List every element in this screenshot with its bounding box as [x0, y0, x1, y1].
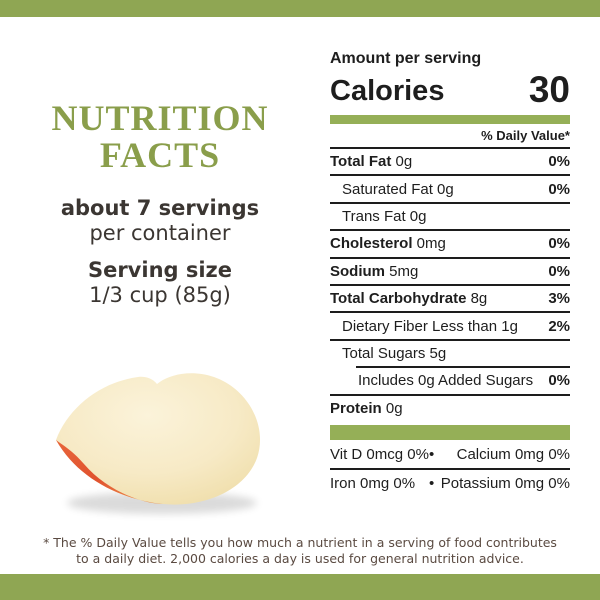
serving-size-value: 1/3 cup (85g)	[89, 283, 231, 307]
servings-count: about 7 servings	[60, 196, 260, 220]
nutrient-name: Trans Fat 0g	[342, 207, 427, 225]
nutrient-row: Total Carbohydrate 8g 3%	[330, 286, 570, 311]
nutrition-label: Amount per serving Calories 30 % Daily V…	[330, 50, 570, 497]
row-divider	[330, 147, 570, 149]
nutrient-name: Total Fat 0g	[330, 153, 413, 171]
nutrient-name: Sodium 5mg	[330, 262, 419, 280]
row-divider	[330, 256, 570, 259]
protein-divider-bar	[330, 424, 570, 440]
row-divider	[330, 201, 570, 204]
nutrient-row: Sodium 5mg 0%	[330, 259, 570, 284]
nutrient-daily-value: 0%	[548, 235, 570, 253]
nutrient-row: Saturated Fat 0g 0%	[330, 176, 570, 201]
micronutrient-rows: Vit D 0mcg 0% • Calcium 0mg 0% Iron 0mg 0% •…	[330, 441, 570, 497]
bullet-separator: •	[429, 445, 435, 463]
left-panel: NUTRITION FACTS about 7 servings per con…	[20, 100, 300, 514]
micronutrient-row: Iron 0mg 0% • Potassium 0mg 0%	[330, 470, 570, 497]
serving-size-label: Serving size	[87, 258, 233, 282]
nutrient-row: Trans Fat 0g	[330, 204, 570, 229]
nutrient-name: Includes 0g Added Sugars	[358, 372, 534, 390]
nutrient-row: Includes 0g Added Sugars 0%	[330, 368, 570, 393]
row-divider	[330, 467, 570, 470]
nutrient-rows: Total Fat 0g 0% Saturated Fat 0g 0% Trans Fa…	[330, 147, 570, 421]
row-divider	[330, 393, 570, 396]
bottom-green-bar	[0, 574, 600, 600]
calories-value: 30	[528, 69, 570, 110]
apple-slice-image	[56, 373, 261, 514]
bullet-separator: •	[429, 474, 435, 492]
serving-size: Serving size 1/3 cup (85g)	[20, 258, 300, 308]
footnote-line-1: * The % Daily Value tells you how much a…	[43, 535, 557, 550]
row-divider	[330, 283, 570, 286]
nutrient-row: Protein 0g	[330, 396, 570, 421]
nutrient-daily-value: 2%	[548, 317, 570, 335]
nutrient-name: Dietary Fiber Less than 1g	[342, 317, 518, 335]
micronutrient-row: Vit D 0mcg 0% • Calcium 0mg 0%	[330, 441, 570, 468]
row-divider	[330, 338, 570, 341]
row-divider	[330, 311, 570, 314]
nutrient-name: Total Carbohydrate 8g	[330, 290, 488, 308]
nutrient-name: Saturated Fat 0g	[342, 180, 454, 198]
title-line-1: NUTRITION	[51, 98, 269, 138]
servings-sub: per container	[89, 221, 231, 245]
nutrient-daily-value: 3%	[548, 290, 570, 308]
row-divider	[330, 229, 570, 232]
nutrient-row: Dietary Fiber Less than 1g 2%	[330, 313, 570, 338]
footnote-line-2: to a daily diet. 2,000 calories a day is…	[76, 551, 524, 566]
nutrient-name: Cholesterol 0mg	[330, 235, 446, 253]
calories-row: Calories 30	[330, 69, 570, 108]
micronutrient-right: Potassium 0mg 0%	[440, 474, 570, 492]
nutrient-daily-value: 0%	[548, 180, 570, 198]
amount-per-serving-label: Amount per serving	[330, 50, 482, 67]
calories-divider-bar	[330, 115, 570, 124]
calories-label: Calories	[330, 75, 445, 107]
nutrient-row: Total Fat 0g 0%	[330, 149, 570, 174]
apple-flesh	[56, 373, 261, 505]
daily-value-header: % Daily Value*	[481, 128, 570, 143]
row-divider	[330, 174, 570, 177]
footnote: * The % Daily Value tells you how much a…	[0, 535, 600, 567]
nutrient-daily-value: 0%	[548, 153, 570, 171]
nutrient-daily-value: 0%	[548, 372, 570, 390]
servings-per-container: about 7 servings per container	[20, 196, 300, 246]
nutrient-name: Protein 0g	[330, 399, 403, 417]
nutrient-row: Total Sugars 5g	[330, 341, 570, 366]
micronutrient-right: Calcium 0mg 0%	[456, 445, 570, 463]
page-title: NUTRITION FACTS	[20, 100, 300, 174]
row-divider	[356, 366, 570, 369]
top-green-bar	[0, 0, 600, 17]
nutrient-row: Cholesterol 0mg 0%	[330, 231, 570, 256]
title-line-2: FACTS	[99, 135, 221, 175]
micronutrient-left: Iron 0mg 0%	[330, 474, 416, 492]
micronutrient-left: Vit D 0mcg 0%	[330, 445, 429, 463]
nutrient-name: Total Sugars 5g	[342, 344, 447, 362]
nutrient-daily-value: 0%	[548, 262, 570, 280]
